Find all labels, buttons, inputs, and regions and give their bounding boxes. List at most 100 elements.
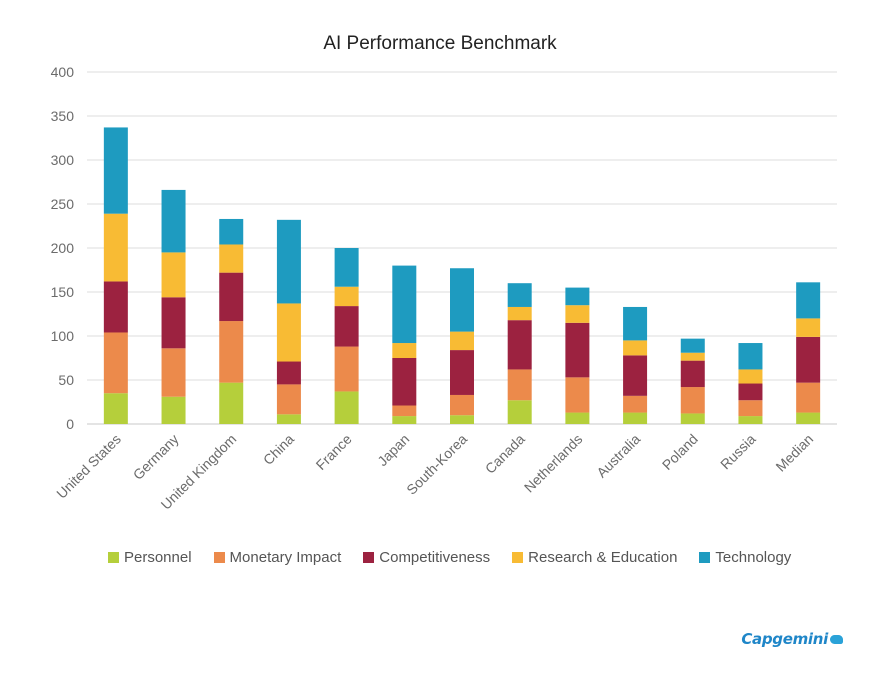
bar-segment (796, 412, 821, 424)
bar-segment (738, 400, 763, 417)
x-tick-label: Netherlands (521, 431, 586, 496)
bar-segment (796, 282, 821, 319)
x-tick-label: China (260, 431, 297, 468)
chart-title: AI Performance Benchmark (323, 33, 557, 54)
bar-segment (161, 396, 186, 424)
bar-segment (565, 377, 590, 413)
bar-segment (392, 405, 417, 417)
x-tick-label: Australia (593, 431, 643, 481)
bar-segment (565, 412, 590, 424)
bar-segment (334, 391, 359, 424)
bar-segment (103, 127, 128, 214)
legend-swatch (699, 552, 711, 563)
bar-segment (334, 306, 359, 347)
bar-segment (507, 283, 532, 307)
bar-segment (680, 360, 705, 388)
bar-segment (219, 382, 244, 424)
y-tick-label: 0 (66, 416, 74, 432)
bar-segment (623, 355, 648, 396)
y-tick-label: 150 (51, 284, 75, 300)
bar-segment (623, 340, 648, 356)
bar-segment (738, 416, 763, 424)
x-tick-label: United States (53, 431, 124, 502)
legend-label: Research & Education (528, 549, 678, 566)
x-tick-label: Poland (659, 431, 701, 473)
bar-segment (796, 318, 821, 337)
legend-item: Competitiveness (363, 549, 490, 566)
bar-segment (680, 338, 705, 353)
bar-segment (450, 415, 474, 424)
bar-segment (392, 416, 417, 424)
bar-segment (392, 265, 417, 344)
legend-swatch (512, 552, 524, 563)
capgemini-logo: Capgemini (741, 630, 843, 648)
x-tick-label: Canada (482, 431, 528, 477)
bar-segment (796, 336, 821, 383)
bar-segment (450, 394, 474, 416)
bar-segment (450, 350, 474, 395)
bar-segment (623, 412, 648, 424)
bar-segment (738, 343, 763, 370)
bar-segment (161, 348, 186, 397)
legend-item: Personnel (108, 549, 192, 566)
brand-name: Capgemini (741, 630, 828, 648)
bar-segment (623, 395, 648, 413)
x-tick-label: Germany (130, 431, 182, 483)
legend-swatch (213, 552, 225, 563)
y-tick-label: 50 (58, 372, 74, 388)
bars (103, 127, 821, 424)
legend-label: Competitiveness (379, 549, 491, 566)
bar-segment (219, 218, 244, 245)
bar-segment (796, 382, 821, 413)
bar-segment (565, 322, 590, 378)
bar-segment (276, 361, 301, 385)
x-tick-label: South-Korea (403, 431, 470, 498)
bar-segment (565, 305, 590, 323)
bar-segment (103, 393, 128, 424)
bar-segment (219, 321, 244, 383)
y-tick-label: 400 (51, 64, 75, 80)
bar-segment (276, 303, 301, 362)
bar-segment (103, 213, 128, 282)
bar-segment (103, 281, 128, 333)
bar-segment (276, 414, 301, 424)
bar-segment (507, 369, 532, 401)
legend-label: Technology (715, 549, 792, 566)
bar-segment (219, 272, 244, 322)
bar-segment (680, 387, 705, 414)
bar-segment (392, 343, 417, 358)
bar-segment (334, 248, 359, 287)
bar-segment (276, 384, 301, 415)
legend: Personnel Monetary Impact Competitiveness R… (108, 549, 791, 566)
bar-segment (507, 306, 532, 321)
y-axis-ticks: 0 50 100 150 200 250 300 350 400 (51, 64, 75, 432)
bar-segment (103, 332, 128, 394)
y-tick-label: 250 (51, 196, 75, 212)
bar-segment (219, 244, 244, 273)
legend-item: Monetary Impact (213, 549, 342, 566)
bar-segment (392, 358, 417, 406)
legend-item: Research & Education (512, 549, 677, 566)
bar-segment (334, 346, 359, 392)
bar-segment (450, 268, 474, 332)
spade-icon (830, 634, 843, 644)
y-tick-label: 300 (51, 152, 75, 168)
bar-segment (161, 189, 186, 253)
bar-segment (680, 352, 705, 361)
x-tick-label: Japan (374, 431, 412, 469)
bar-segment (738, 369, 763, 384)
bar-segment (334, 286, 359, 307)
legend-label: Monetary Impact (229, 549, 342, 566)
x-tick-label: France (313, 431, 355, 473)
y-tick-label: 200 (51, 240, 75, 256)
bar-segment (565, 287, 590, 306)
gridlines (87, 71, 837, 425)
legend-item: Technology (699, 549, 791, 566)
bar-segment (738, 383, 763, 401)
y-tick-label: 350 (51, 108, 75, 124)
bar-segment (680, 413, 705, 424)
bar-segment (623, 306, 648, 341)
legend-label: Personnel (124, 549, 192, 566)
